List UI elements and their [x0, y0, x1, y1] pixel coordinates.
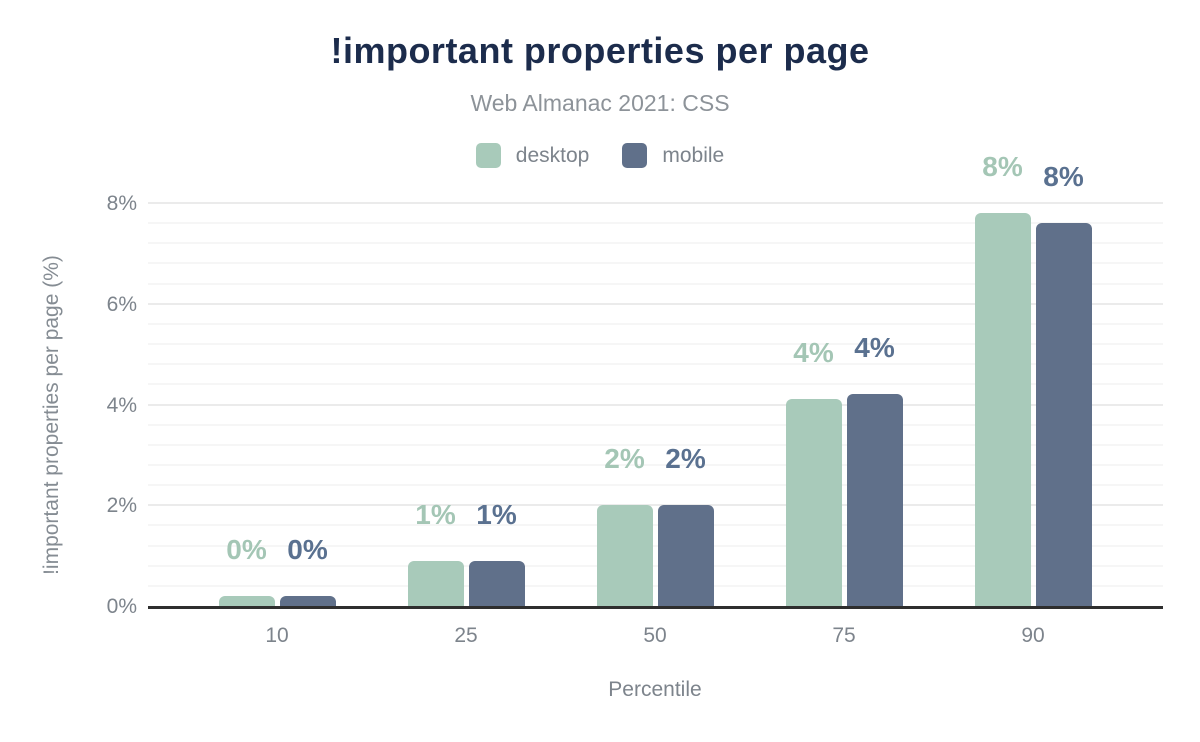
gridline-minor — [148, 322, 1163, 325]
chart-title: !important properties per page — [330, 30, 870, 71]
x-tick-label: 75 — [832, 624, 856, 647]
legend: desktop mobile — [0, 143, 1200, 168]
bar-label-desktop-p50: 2% — [604, 443, 645, 475]
gridline-minor — [148, 242, 1163, 245]
gridline-major — [148, 202, 1163, 204]
bar-desktop-p10 — [218, 595, 275, 606]
y-tick-label: 6% — [106, 292, 137, 316]
bar-label-mobile-p90: 8% — [1043, 161, 1084, 193]
bar-label-desktop-p75: 4% — [793, 337, 834, 369]
bar-mobile-p90 — [1035, 223, 1092, 606]
gridline-minor — [148, 484, 1163, 487]
gridline-minor — [148, 343, 1163, 346]
bar-mobile-p75 — [846, 394, 903, 606]
legend-label-mobile: mobile — [662, 143, 725, 167]
x-axis-line — [148, 606, 1163, 609]
legend-item-desktop: desktop — [475, 143, 590, 168]
chart-subtitle: Web Almanac 2021: CSS — [470, 90, 730, 116]
gridline-minor — [148, 262, 1163, 265]
bar-desktop-p75 — [785, 399, 842, 606]
gridline-minor — [148, 544, 1163, 547]
legend-item-mobile: mobile — [622, 143, 724, 168]
bar-label-mobile-p25: 1% — [476, 498, 517, 530]
y-tick-label: 0% — [106, 595, 137, 618]
y-tick-label: 2% — [106, 494, 137, 518]
bar-mobile-p25 — [468, 560, 525, 606]
bar-label-desktop-p10: 0% — [226, 533, 267, 565]
legend-swatch-desktop — [475, 143, 501, 168]
x-tick-label: 90 — [1021, 624, 1045, 647]
x-tick-label: 25 — [454, 624, 478, 647]
bar-label-mobile-p50: 2% — [665, 443, 706, 475]
gridline-minor — [148, 524, 1163, 527]
bar-label-desktop-p25: 1% — [415, 498, 456, 530]
bar-label-desktop-p90: 8% — [982, 151, 1023, 183]
gridline-minor — [148, 443, 1163, 446]
bar-desktop-p90 — [974, 213, 1031, 606]
bar-label-mobile-p75: 4% — [854, 332, 895, 364]
gridline-minor — [148, 383, 1163, 386]
bar-mobile-p10 — [279, 595, 336, 606]
bar-desktop-p50 — [596, 505, 653, 606]
legend-label-desktop: desktop — [515, 143, 590, 167]
gridline-major — [148, 302, 1163, 305]
gridline-minor — [148, 423, 1163, 426]
gridline-minor — [148, 564, 1163, 567]
gridline-minor — [148, 584, 1163, 587]
bar-mobile-p50 — [657, 505, 714, 606]
gridline-minor — [148, 363, 1163, 366]
gridline-minor — [148, 282, 1163, 285]
gridline-major — [148, 504, 1163, 507]
x-tick-label: 50 — [643, 624, 667, 647]
bar-desktop-p25 — [407, 560, 464, 606]
x-tick-label: 10 — [265, 624, 289, 647]
legend-swatch-mobile — [622, 143, 648, 168]
x-axis-title: Percentile — [608, 678, 702, 701]
gridline-major — [148, 403, 1163, 406]
y-tick-label: 8% — [106, 192, 137, 215]
gridline-minor — [148, 463, 1163, 466]
gridline-minor — [148, 222, 1163, 225]
y-tick-label: 4% — [106, 393, 137, 417]
bar-label-mobile-p10: 0% — [287, 533, 328, 565]
